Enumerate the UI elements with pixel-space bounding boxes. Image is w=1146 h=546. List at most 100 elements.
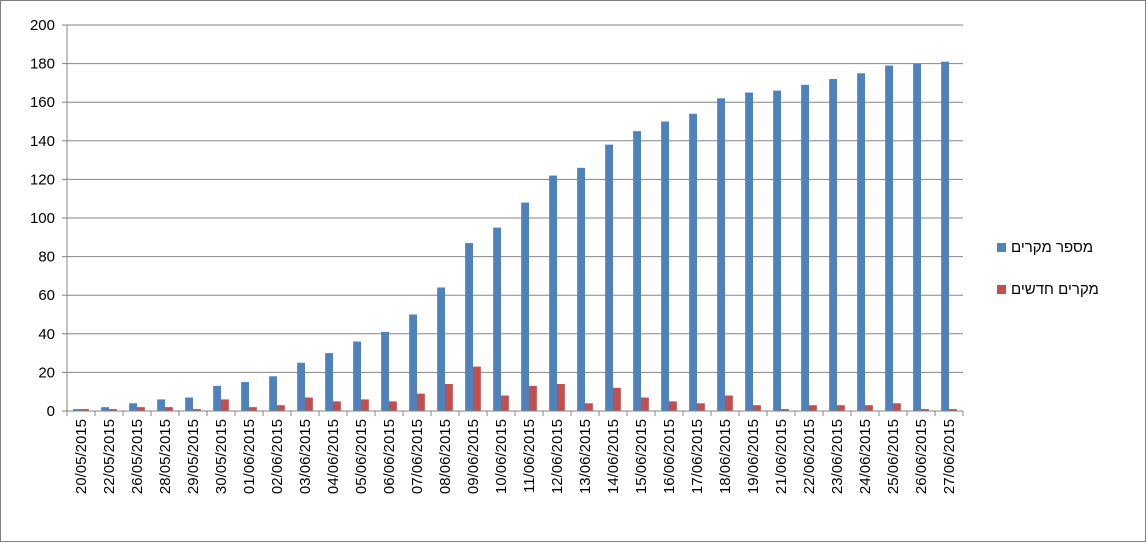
bar-total-cases (325, 353, 333, 411)
bar-new-cases (529, 385, 537, 411)
bar-total-cases (465, 243, 473, 411)
bar-total-cases (185, 397, 193, 411)
bar-total-cases (409, 314, 417, 411)
y-tick-label: 140 (30, 133, 55, 150)
y-tick-label: 80 (38, 249, 55, 266)
y-tick-label: 160 (30, 94, 55, 111)
bar-total-cases (577, 167, 585, 411)
bar-total-cases (745, 92, 753, 412)
bar-new-cases (641, 397, 649, 411)
x-tick-label: 05/06/2015 (353, 419, 370, 494)
x-tick-label: 01/06/2015 (241, 419, 258, 494)
x-tick-label: 03/06/2015 (297, 419, 314, 494)
bar-new-cases (473, 366, 481, 411)
x-tick-label: 18/06/2015 (717, 419, 734, 494)
bar-total-cases (633, 131, 641, 411)
bar-total-cases (493, 227, 501, 411)
bar-total-cases (549, 175, 557, 411)
bar-total-cases (717, 98, 725, 411)
y-tick-label: 40 (38, 326, 55, 343)
legend-label: מקרים חדשים (1011, 281, 1099, 298)
bar-new-cases (109, 409, 117, 411)
x-tick-label: 28/05/2015 (157, 419, 174, 494)
y-tick-label: 200 (30, 17, 55, 34)
y-tick-label: 120 (30, 171, 55, 188)
bar-new-cases (893, 403, 901, 411)
bar-total-cases (801, 84, 809, 411)
bar-new-cases (165, 407, 173, 411)
bar-new-cases (193, 409, 201, 411)
bar-new-cases (585, 403, 593, 411)
bars (73, 61, 957, 412)
bar-total-cases (605, 144, 613, 411)
y-tick-labels: 0 20 40 60 80 100 120 140 160 180 200 (30, 17, 55, 420)
bar-total-cases (101, 407, 109, 411)
bar-total-cases (269, 376, 277, 411)
x-tick-label: 23/06/2015 (829, 419, 846, 494)
bar-new-cases (809, 405, 817, 411)
bar-new-cases (81, 409, 89, 411)
y-tick-label: 20 (38, 364, 55, 381)
legend-item: מספר מקרים (997, 239, 1093, 256)
x-tick-label: 20/05/2015 (73, 419, 90, 494)
bar-total-cases (297, 362, 305, 411)
bar-new-cases (137, 407, 145, 411)
bar-total-cases (829, 79, 837, 411)
bar-new-cases (361, 399, 369, 411)
x-tick-label: 10/06/2015 (493, 419, 510, 494)
bar-total-cases (241, 382, 249, 411)
axes (62, 24, 964, 416)
x-tick-label: 21/06/2015 (773, 419, 790, 494)
x-tick-label: 27/06/2015 (941, 419, 958, 494)
legend-label: מספר מקרים (1011, 239, 1093, 256)
bar-total-cases (857, 73, 865, 411)
bar-new-cases (753, 405, 761, 411)
bar-new-cases (501, 395, 509, 411)
x-tick-label: 16/06/2015 (661, 419, 678, 494)
bar-new-cases (277, 405, 285, 411)
x-tick-label: 09/06/2015 (465, 419, 482, 494)
bar-new-cases (725, 395, 733, 411)
bar-total-cases (213, 385, 221, 411)
legend-swatch (997, 285, 1006, 294)
bar-new-cases (557, 383, 565, 411)
legend-item: מקרים חדשים (997, 281, 1099, 298)
y-tick-label: 180 (30, 56, 55, 73)
y-tick-label: 60 (38, 287, 55, 304)
x-tick-label: 04/06/2015 (325, 419, 342, 494)
x-tick-label: 30/05/2015 (213, 419, 230, 494)
bar-total-cases (913, 63, 921, 411)
bar-total-cases (521, 202, 529, 411)
bar-total-cases (129, 403, 137, 411)
bar-new-cases (249, 407, 257, 411)
x-tick-label: 26/05/2015 (129, 419, 146, 494)
x-tick-label: 07/06/2015 (409, 419, 426, 494)
x-tick-labels: 20/05/2015 22/05/2015 26/05/2015 28/05/2015… (73, 419, 958, 494)
bar-new-cases (921, 409, 929, 411)
x-tick-label: 08/06/2015 (437, 419, 454, 494)
bar-new-cases (865, 405, 873, 411)
bar-total-cases (773, 90, 781, 412)
bar-total-cases (381, 331, 389, 411)
bar-total-cases (661, 121, 669, 411)
bar-new-cases (613, 387, 621, 411)
x-tick-label: 24/06/2015 (857, 419, 874, 494)
x-tick-label: 12/06/2015 (549, 419, 566, 494)
bar-total-cases (689, 113, 697, 411)
x-tick-label: 19/06/2015 (745, 419, 762, 494)
x-tick-label: 02/06/2015 (269, 419, 286, 494)
bar-new-cases (417, 393, 425, 411)
bar-new-cases (697, 403, 705, 411)
x-tick-label: 22/06/2015 (801, 419, 818, 494)
y-tick-label: 100 (30, 210, 55, 227)
bar-total-cases (941, 61, 949, 412)
bar-new-cases (389, 401, 397, 411)
x-tick-label: 15/06/2015 (633, 419, 650, 494)
bar-new-cases (333, 401, 341, 411)
x-tick-label: 29/05/2015 (185, 419, 202, 494)
bar-total-cases (73, 409, 81, 411)
bar-total-cases (885, 65, 893, 411)
bar-new-cases (669, 401, 677, 411)
